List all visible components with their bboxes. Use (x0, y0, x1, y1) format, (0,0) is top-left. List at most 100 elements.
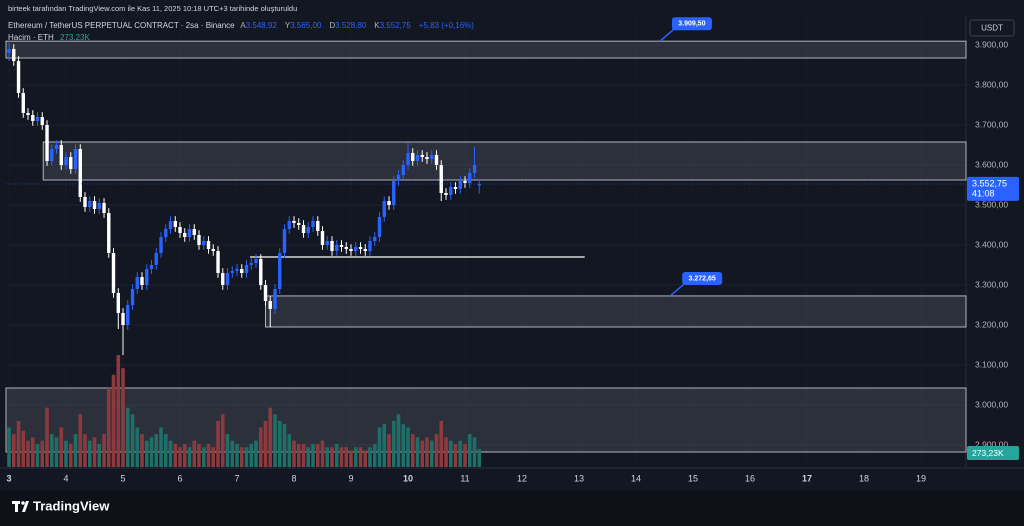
volume-bar (83, 434, 87, 467)
volume-bar (144, 440, 149, 467)
candle-body (83, 197, 87, 207)
candle-body (387, 201, 391, 205)
candle-body (187, 229, 192, 237)
candle-body (116, 293, 120, 313)
volume-bar (220, 414, 225, 467)
y-tick-label: 2.900,00 (975, 439, 1008, 449)
volume-bar (97, 443, 102, 467)
candle-body (45, 125, 49, 161)
candle-body (135, 277, 139, 289)
x-tick-label: 16 (745, 473, 755, 483)
candle-body (73, 149, 78, 169)
candle-body (415, 155, 420, 161)
volume-bar (235, 443, 239, 467)
candle-body (363, 249, 367, 251)
candle-body (168, 221, 173, 229)
candle-body (154, 253, 158, 265)
candle-body (192, 229, 196, 235)
volume-bar (111, 374, 116, 467)
ohlc-item: K3.552,75 (374, 21, 414, 30)
candle-body (225, 273, 230, 285)
candle-body (373, 237, 377, 241)
candle-body (330, 241, 334, 251)
candle-body (35, 117, 40, 121)
volume-bar (187, 447, 192, 467)
candle-body (69, 157, 73, 169)
candle-body (16, 61, 21, 93)
candle-body (306, 227, 310, 233)
x-tick-label: 8 (291, 473, 296, 483)
candle-body (325, 241, 329, 245)
ohlc-prefix: K (374, 21, 380, 30)
x-tick-label: 15 (688, 473, 698, 483)
candle-body (396, 175, 401, 181)
volume-bar (54, 437, 59, 467)
candle-body (449, 187, 453, 195)
x-tick-label: 17 (802, 473, 812, 483)
candle-body (392, 181, 396, 205)
callout-box (682, 271, 723, 285)
candle-body (159, 237, 163, 253)
volume-bar (35, 443, 40, 467)
volume-bar (87, 440, 92, 467)
volume-bar (68, 443, 73, 467)
candle-body (382, 201, 386, 217)
volume-name: Hacim · ETH (8, 33, 54, 42)
volume-bar (197, 443, 201, 467)
callout-label: 3.272,65 (689, 275, 716, 282)
zone (265, 295, 967, 328)
ohlc-value: 3.565,00 (290, 21, 322, 30)
y-tick-label: 3.900,00 (975, 39, 1008, 49)
candle-body (197, 235, 201, 245)
currency-box (969, 19, 1015, 37)
x-tick-label: 13 (574, 473, 584, 483)
candle-body (202, 241, 206, 245)
candle-body (26, 113, 30, 115)
candle-body (178, 227, 182, 233)
callout-pointer (669, 283, 685, 297)
volume-bar (391, 420, 396, 467)
candle-body (88, 201, 92, 207)
volume-bar (363, 450, 368, 467)
volume-bar (448, 440, 453, 467)
volume-badge (967, 446, 1019, 460)
volume-bar (472, 437, 477, 467)
y-tick-label: 3.100,00 (975, 359, 1008, 369)
volume-bar (135, 427, 140, 467)
volume-bar (444, 437, 448, 467)
volume-bar (106, 387, 111, 467)
volume-bar (16, 420, 21, 467)
x-tick-label: 18 (859, 473, 869, 483)
ohlc-value: 3.552,75 (379, 21, 411, 30)
candle-body (21, 93, 25, 113)
x-tick-label: 9 (348, 473, 353, 483)
last-price-label: 3.552,75 (972, 178, 1007, 188)
change: +5,83 (+0,16%) (418, 21, 474, 30)
candle-body (278, 253, 282, 289)
candle-body (230, 271, 234, 273)
x-tick-label: 7 (235, 473, 240, 483)
y-tick-label: 3.800,00 (975, 79, 1008, 89)
ohlc-value: 3.548,92 (245, 21, 277, 30)
volume-bar (434, 434, 439, 467)
volume-bar (311, 443, 315, 467)
volume-bar (92, 437, 97, 467)
volume-bar (287, 434, 292, 467)
ohlc-item: A3.548,92 (240, 21, 280, 30)
ohlc-item: Y3.565,00 (285, 21, 325, 30)
volume-bar (178, 447, 182, 467)
x-tick-label: 3 (7, 473, 12, 483)
volume-bar (377, 427, 382, 467)
candle-body (444, 193, 448, 195)
candle-body (477, 183, 481, 186)
candle-body (301, 225, 306, 233)
candle-body (263, 285, 268, 301)
volume-bar (477, 448, 482, 467)
volume-legend: Hacim · ETH 273,23K (8, 33, 94, 42)
volume-bar (353, 447, 358, 467)
x-tick-label: 6 (178, 473, 183, 483)
volume-bar (64, 440, 68, 467)
zone (42, 141, 967, 181)
y-tick-label: 3.700,00 (975, 119, 1008, 129)
countdown-label: 41:08 (972, 188, 995, 198)
